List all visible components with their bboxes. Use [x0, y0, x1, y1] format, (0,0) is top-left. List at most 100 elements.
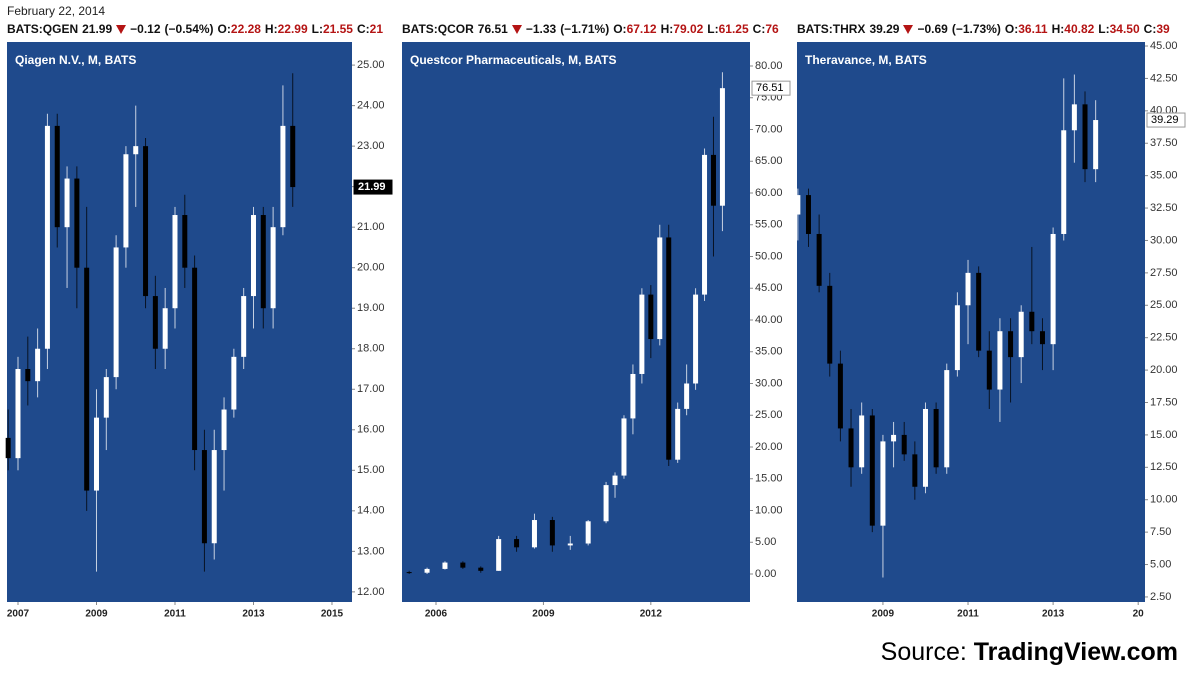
candle-body	[585, 521, 591, 544]
high-label: H:	[264, 22, 278, 36]
candle-body	[630, 373, 636, 419]
open-value: 22.28	[230, 22, 261, 36]
candle-body	[648, 294, 654, 340]
change: −1.33	[525, 22, 557, 36]
close-label: C:	[1143, 22, 1157, 36]
y-tick-label: 45.00	[755, 282, 783, 294]
y-tick-label: 13.00	[357, 545, 385, 557]
chart-title: Qiagen N.V., M, BATS	[15, 53, 136, 67]
candle-body	[859, 415, 865, 468]
x-tick-label: 2009	[872, 609, 895, 620]
y-tick-label: 12.00	[357, 586, 385, 598]
candle-body	[795, 195, 801, 215]
last-price-box	[751, 80, 791, 96]
candle-body	[965, 272, 971, 306]
open-label: O:	[613, 22, 627, 36]
candle-body	[954, 305, 960, 371]
candle-body	[460, 562, 466, 568]
candle-body	[260, 215, 266, 309]
low-value: 21.55	[322, 22, 353, 36]
last-price-box	[353, 179, 393, 195]
high-value: 22.99	[277, 22, 308, 36]
candle-body	[192, 267, 198, 451]
y-tick-label: 16.00	[357, 424, 385, 436]
y-tick-label: 30.00	[755, 377, 783, 389]
candle-body	[549, 520, 555, 546]
last-price-label: 21.99	[358, 181, 386, 193]
candle-body	[290, 125, 296, 188]
candle-body	[912, 454, 918, 487]
plot-background	[402, 42, 750, 602]
candle-body	[406, 572, 412, 574]
y-tick-label: 15.00	[357, 464, 385, 476]
candle-body	[182, 215, 188, 268]
candle-body	[922, 408, 928, 487]
y-tick-label: 12.50	[1150, 461, 1178, 473]
change-pct: (−1.73%)	[951, 22, 1001, 36]
candle-body	[5, 437, 11, 459]
y-tick-label: 45.00	[1150, 40, 1178, 52]
change: −0.69	[917, 22, 948, 36]
candle-body	[976, 272, 982, 351]
candle-body	[944, 370, 950, 468]
candle-body	[424, 568, 430, 573]
candle-body	[162, 308, 168, 349]
y-tick-label: 20.00	[755, 441, 783, 453]
candle-body	[241, 296, 247, 357]
charts: Qiagen N.V., M, BATS 12.00 13.00 14.00 15.00…	[5, 40, 1186, 620]
candle-body	[123, 154, 129, 248]
candle-body	[719, 88, 725, 206]
x-tick-label: 20	[1133, 609, 1145, 620]
last-price-label: 76.51	[756, 82, 784, 94]
candle-body	[221, 409, 227, 451]
candle-body	[231, 356, 237, 410]
candle-body	[211, 450, 217, 544]
ticker-row: BATS:QGEN 21.99 −0.12 (−0.54%) O:22.28 H:22.9…	[7, 22, 399, 38]
candle-body	[74, 178, 80, 268]
low-label: L:	[707, 22, 719, 36]
chart-title: Questcor Pharmaceuticals, M, BATS	[410, 53, 617, 67]
candle-body	[986, 350, 992, 390]
last-price-box	[1146, 112, 1186, 128]
y-tick-label: 37.50	[1150, 137, 1178, 149]
x-tick-label: 2011	[164, 609, 186, 620]
candle-body	[816, 233, 822, 286]
candle-body	[496, 539, 502, 571]
high-label: H:	[1051, 22, 1065, 36]
down-arrow	[511, 25, 522, 35]
candle-body	[639, 294, 645, 374]
y-tick-label: 5.00	[1150, 558, 1171, 570]
high-value: 40.82	[1064, 22, 1095, 36]
candle-body	[152, 296, 158, 349]
y-tick-label: 40.00	[755, 314, 783, 326]
y-tick-label: 50.00	[755, 250, 783, 262]
low-value: 34.50	[1109, 22, 1140, 36]
x-tick-label: 2009	[532, 609, 555, 620]
candle-body	[64, 178, 70, 228]
plot-background	[797, 42, 1145, 602]
y-tick-label: 20.00	[357, 262, 385, 274]
candle-body	[603, 485, 609, 522]
candle-body	[880, 441, 886, 526]
y-tick-label: 15.00	[755, 473, 783, 485]
y-tick-label: 2.50	[1150, 591, 1171, 603]
y-tick-label: 25.00	[357, 59, 385, 71]
y-tick-label: 5.00	[755, 536, 776, 548]
y-tick-label: 25.00	[755, 409, 783, 421]
y-tick-label: 22.50	[1150, 332, 1178, 344]
candle-body	[54, 125, 60, 228]
candle-body	[891, 434, 897, 442]
candle-body	[869, 415, 875, 526]
candle-body	[1082, 104, 1088, 170]
y-tick-label: 7.50	[1150, 526, 1171, 538]
y-tick-label: 35.00	[755, 346, 783, 358]
chart-title: Theravance, M, BATS	[805, 53, 927, 67]
ticker-row: BATS:THRX 39.29 −0.69 (−1.73%) O:36.11 H:40.8…	[797, 22, 1189, 38]
close-value: 21	[369, 22, 384, 36]
last-price: 39.29	[869, 22, 900, 36]
open-value: 36.11	[1018, 22, 1048, 36]
candle-body	[35, 348, 41, 382]
candle-body	[113, 247, 119, 378]
y-tick-label: 65.00	[755, 155, 783, 167]
y-tick-label: 24.00	[357, 100, 385, 112]
